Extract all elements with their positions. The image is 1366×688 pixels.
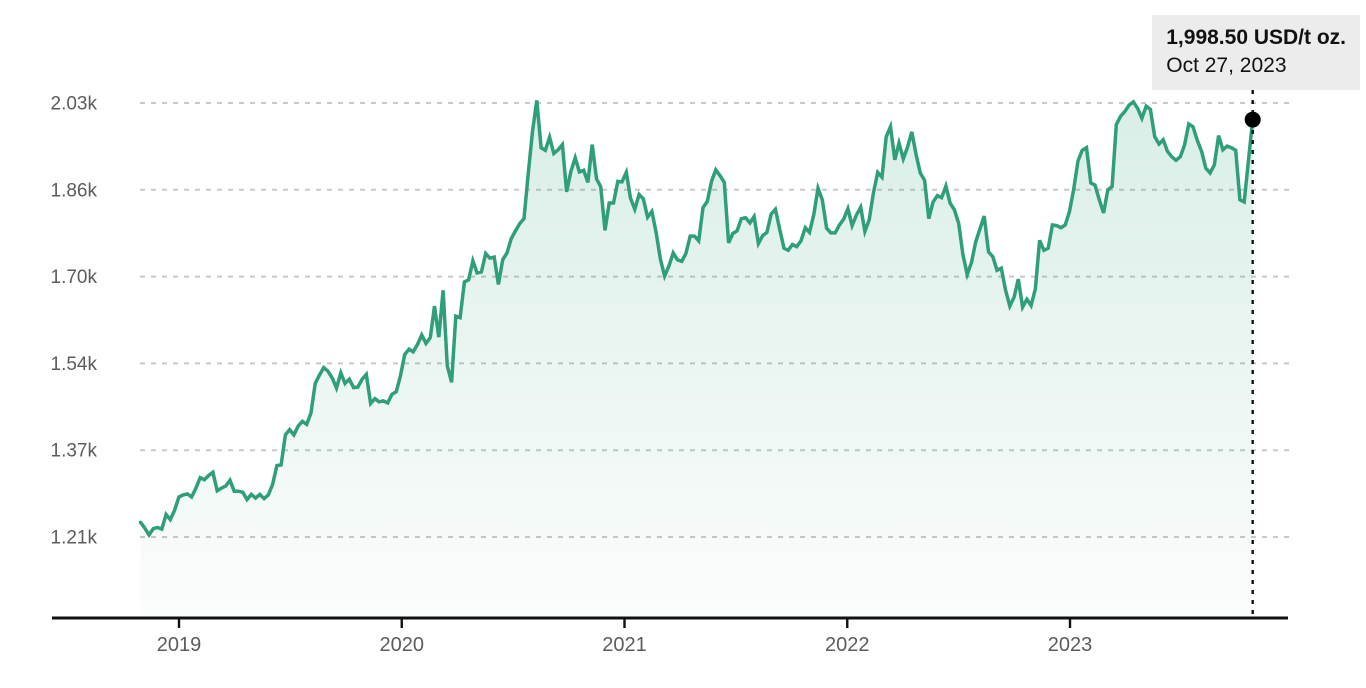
y-axis-label: 1.86k (51, 180, 98, 201)
price-tooltip: 1,998.50 USD/t oz. Oct 27, 2023 (1152, 15, 1360, 90)
last-point-marker (1244, 111, 1261, 128)
series-area-fill (140, 100, 1253, 617)
y-axis-label: 2.03k (51, 94, 98, 115)
x-axis-label: 2020 (380, 634, 425, 656)
y-axis-label: 1.37k (51, 441, 98, 462)
x-axis-label: 2019 (157, 634, 202, 656)
x-axis-label: 2023 (1048, 634, 1093, 656)
series-line (138, 99, 1255, 539)
y-axis-label: 1.70k (51, 267, 98, 288)
tooltip-price-value: 1,998.50 USD/t oz. (1166, 26, 1346, 49)
x-axis-label: 2022 (825, 634, 870, 656)
y-axis-label: 1.54k (51, 354, 98, 375)
x-axis-label: 2021 (602, 634, 647, 656)
y-axis-label: 1.21k (51, 528, 98, 549)
tooltip-date: Oct 27, 2023 (1166, 54, 1287, 78)
